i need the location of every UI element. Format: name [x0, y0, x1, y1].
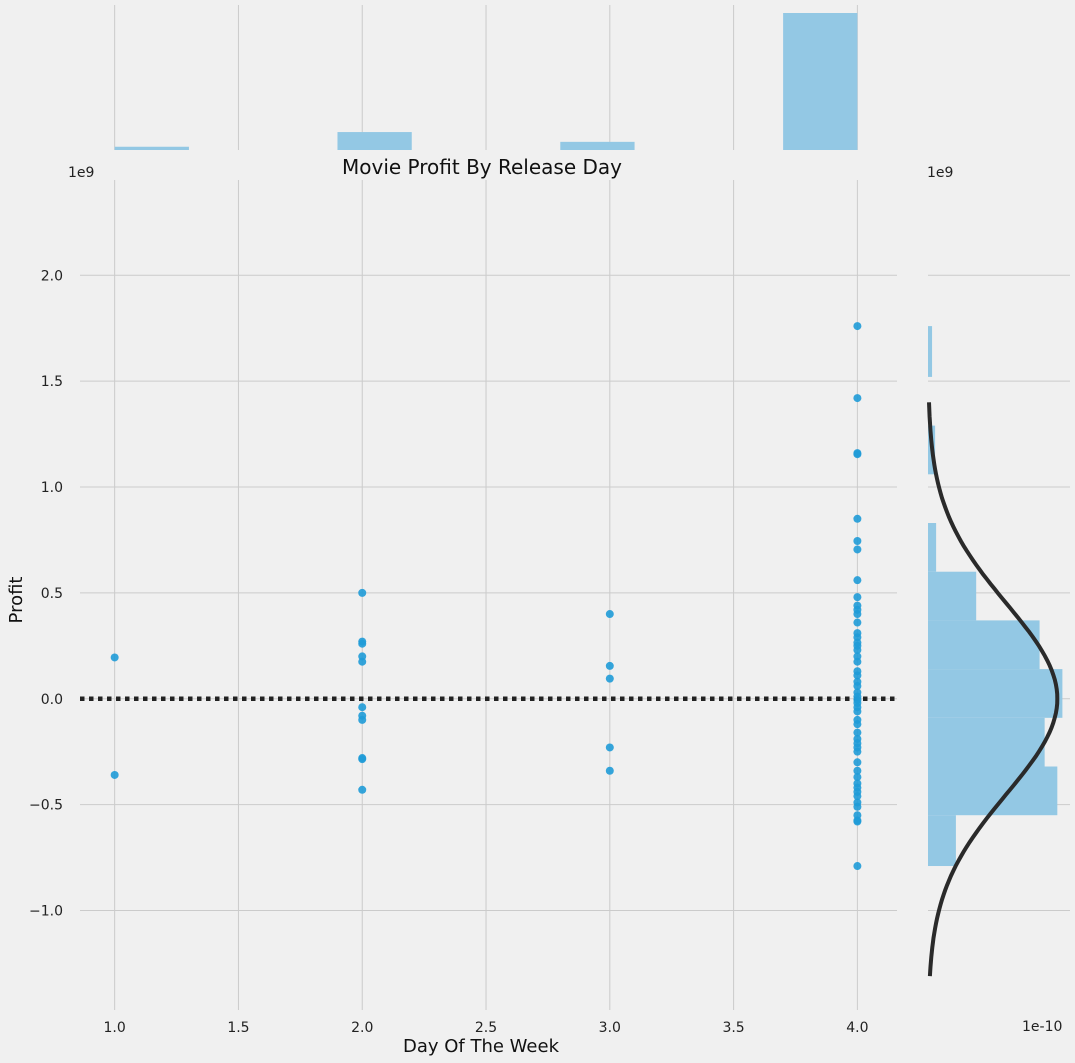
scatter-point	[358, 588, 367, 597]
scatter-point	[853, 728, 862, 737]
y-tick-label: 0.5	[41, 586, 63, 602]
right-hist-bar	[928, 620, 1040, 670]
y-tick-label: 0.0	[41, 692, 63, 708]
top-hist-bar	[783, 13, 858, 150]
right-hist-bar	[928, 766, 1058, 816]
scatter-point	[358, 703, 367, 712]
x-tick-label: 1.5	[227, 1020, 249, 1036]
scatter-point	[358, 715, 367, 724]
scatter-point	[358, 755, 367, 764]
x-tick-label: 3.0	[599, 1020, 621, 1036]
scatter-point	[853, 802, 862, 811]
scatter-point	[853, 646, 862, 655]
scatter-point	[110, 653, 119, 662]
y-tick-label: −1.0	[29, 903, 63, 919]
scatter-point	[853, 707, 862, 716]
top-hist-bar	[114, 146, 189, 150]
scatter-point	[605, 661, 614, 670]
x-tick-label: 1.0	[104, 1020, 126, 1036]
scatter-point	[853, 450, 862, 459]
top-hist-bar	[337, 132, 412, 150]
scatter-point	[853, 747, 862, 756]
scatter-point	[358, 657, 367, 666]
y-tick-label: 2.0	[41, 268, 63, 284]
x-tick-label: 2.0	[351, 1020, 373, 1036]
y-axis-scale-label: 1e9	[68, 165, 94, 181]
x-tick-label: 3.5	[722, 1020, 744, 1036]
scatter-point	[853, 514, 862, 523]
x-tick-label: 2.5	[475, 1020, 497, 1036]
scatter-point	[853, 773, 862, 782]
scatter-point	[853, 576, 862, 585]
right-hist-bar	[928, 815, 956, 867]
top-hist-bar	[560, 141, 635, 150]
scatter-point	[853, 618, 862, 627]
scatter-point	[853, 322, 862, 331]
scatter-point	[605, 610, 614, 619]
scatter-point	[853, 537, 862, 546]
right-hist-bar	[928, 717, 1045, 767]
scatter-point	[853, 682, 862, 691]
scatter-point	[358, 785, 367, 794]
right-hist-y-scale-label: 1e9	[927, 165, 953, 181]
scatter-point	[605, 766, 614, 775]
right-hist-bar	[928, 523, 937, 572]
right-hist-bar	[928, 669, 1063, 718]
scatter-point	[853, 671, 862, 680]
scatter-point	[358, 639, 367, 648]
scatter-point	[605, 674, 614, 683]
scatter-point	[853, 394, 862, 403]
scatter-point	[853, 593, 862, 602]
scatter-point	[853, 766, 862, 775]
chart-title: Movie Profit By Release Day	[342, 155, 622, 179]
scatter-point	[853, 610, 862, 619]
scatter-point	[853, 657, 862, 666]
scatter-point	[110, 770, 119, 779]
y-tick-label: 1.5	[41, 374, 63, 390]
scatter-point	[853, 545, 862, 554]
kde-curve	[927, 402, 1060, 977]
scatter-point	[853, 758, 862, 767]
scatter-point	[853, 817, 862, 826]
x-tick-label: 4.0	[846, 1020, 868, 1036]
scatter-point	[853, 862, 862, 871]
scatter-point	[853, 792, 862, 801]
right-hist-x-scale-label: 1e-10	[1022, 1019, 1062, 1035]
right-hist-bar	[928, 571, 977, 621]
scatter-point	[605, 743, 614, 752]
y-axis-label: Profit	[6, 577, 27, 624]
scatter-plot-area: 1.0 1.5 2.0 2.5 3.0 3.5 4.0 −1.0 −0.5 0.0 0.5 1.0 1.…	[29, 180, 897, 1036]
x-axis-label: Day Of The Week	[403, 1036, 560, 1057]
right-hist-bar	[928, 326, 933, 377]
top-marginal-histogram	[114, 5, 858, 150]
y-tick-label: −0.5	[29, 798, 63, 814]
right-marginal-histogram	[927, 274, 1070, 977]
y-tick-label: 1.0	[41, 480, 63, 496]
scatter-point	[853, 720, 862, 729]
